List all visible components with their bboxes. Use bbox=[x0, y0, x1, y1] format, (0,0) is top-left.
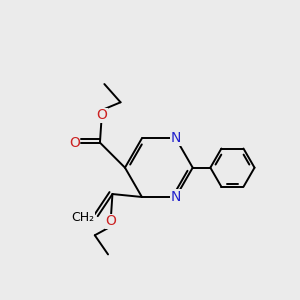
Text: N: N bbox=[171, 190, 181, 204]
Text: N: N bbox=[171, 131, 181, 145]
Text: O: O bbox=[69, 136, 80, 150]
Text: O: O bbox=[106, 214, 116, 228]
Text: CH₂: CH₂ bbox=[72, 211, 95, 224]
Text: O: O bbox=[96, 108, 107, 122]
